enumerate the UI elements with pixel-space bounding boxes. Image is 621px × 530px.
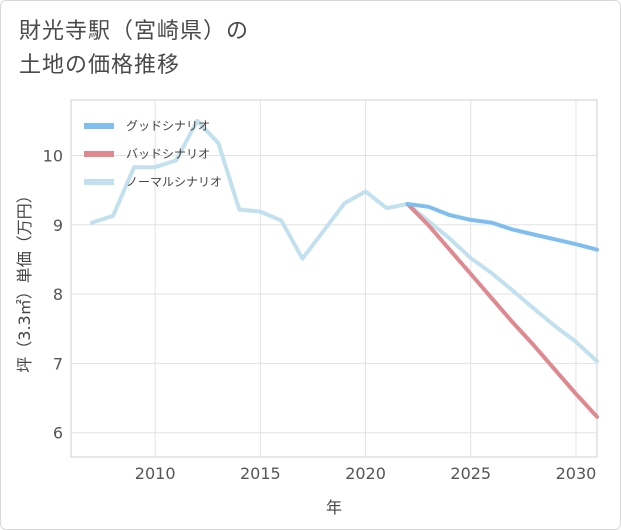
x-tick-label: 2015 — [240, 464, 281, 483]
series-layer — [90, 118, 599, 419]
y-tick-label: 6 — [53, 424, 63, 443]
y-gridlines — [71, 154, 597, 434]
x-tick-label: 2010 — [135, 464, 176, 483]
plot-area — [70, 99, 598, 458]
legend-label-2: ノーマルシナリオ — [126, 175, 222, 189]
x-tick-labels: 2010 2015 2020 2025 2030 — [135, 464, 597, 483]
y-tick-label: 7 — [53, 354, 63, 373]
y-tick-label: 9 — [53, 216, 63, 235]
y-axis-title: 坪（3.3㎡）単価（万円） — [15, 187, 34, 372]
chart-title-line1: 財光寺駅（宮崎県）の — [19, 19, 250, 44]
x-axis-title: 年 — [326, 498, 342, 517]
y-tick-label: 8 — [53, 285, 63, 304]
x-tick-label: 2025 — [450, 464, 491, 483]
x-gridlines — [154, 100, 577, 457]
series-line-2 — [90, 118, 599, 364]
chart-title-line2: 土地の価格推移 — [19, 53, 181, 78]
x-tick-label: 2030 — [556, 464, 597, 483]
y-tick-labels: 6 7 8 9 10 — [43, 146, 63, 442]
y-tick-label: 10 — [43, 146, 63, 165]
series-line-1 — [405, 202, 599, 419]
legend-label-0: グッドシナリオ — [126, 119, 210, 133]
x-tick-label: 2020 — [345, 464, 386, 483]
legend-label-1: バッドシナリオ — [126, 147, 210, 161]
series-line-0 — [405, 202, 599, 252]
chart-title: 財光寺駅（宮崎県）の 土地の価格推移 — [19, 15, 249, 83]
